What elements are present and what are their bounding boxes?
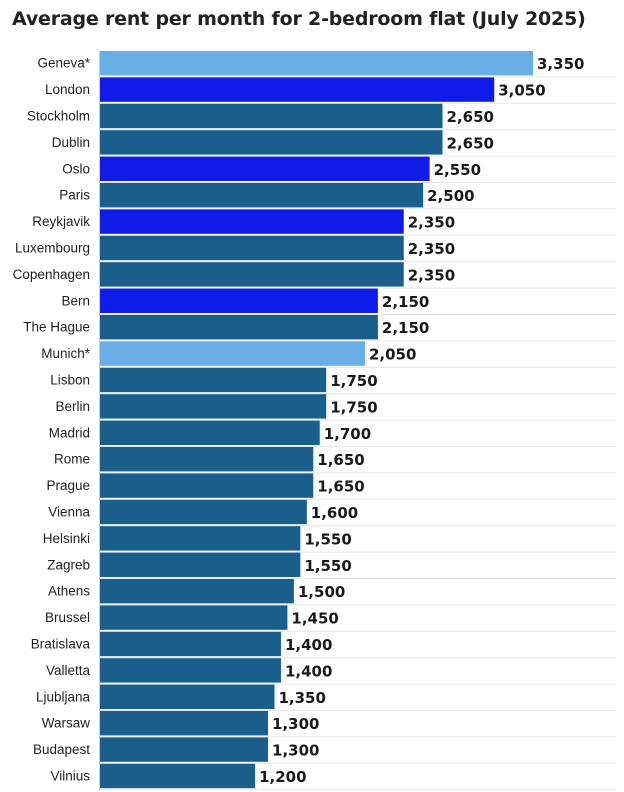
bar-reykjavik <box>100 209 404 234</box>
category-label: Warsaw <box>42 716 91 731</box>
bar-stockholm <box>100 103 443 129</box>
value-label: 2,350 <box>408 240 455 258</box>
value-label: 1,400 <box>285 662 332 680</box>
category-label: Zagreb <box>47 557 90 572</box>
category-label: Bern <box>61 293 90 308</box>
bar-warsaw <box>100 711 269 736</box>
bar-zagreb <box>100 552 301 577</box>
value-label: 1,650 <box>317 451 364 469</box>
bar-valletta <box>100 658 281 683</box>
bar-lisbon <box>100 367 327 393</box>
value-label: 2,150 <box>382 319 429 337</box>
category-label: Madrid <box>49 425 90 440</box>
bar-oslo <box>100 156 430 181</box>
value-label: 1,300 <box>272 715 319 733</box>
bar-athens <box>100 579 294 604</box>
category-label: Ljubljana <box>36 689 91 704</box>
category-label: Geneva* <box>37 56 90 71</box>
category-label: Oslo <box>62 161 90 176</box>
bar-bern <box>100 288 378 313</box>
category-label: Berlin <box>55 399 90 414</box>
category-label: Rome <box>54 452 90 467</box>
value-label: 3,350 <box>537 55 584 73</box>
bar-the-hague <box>100 315 378 340</box>
value-label: 2,650 <box>447 108 494 126</box>
value-label: 2,050 <box>369 346 416 364</box>
category-label: Bratislava <box>31 637 91 652</box>
value-label: 1,700 <box>324 425 371 443</box>
value-label: 2,500 <box>427 187 474 205</box>
value-label: 1,500 <box>298 583 345 601</box>
category-label: Dublin <box>52 135 90 150</box>
bar-budapest <box>100 737 269 762</box>
category-label: Lisbon <box>50 373 90 388</box>
chart-title: Average rent per month for 2-bedroom fla… <box>12 8 586 30</box>
value-label: 1,600 <box>311 504 358 522</box>
value-label: 1,550 <box>304 557 351 575</box>
category-label: Vienna <box>48 505 90 520</box>
category-label: Prague <box>46 478 90 493</box>
value-label: 1,750 <box>330 372 377 390</box>
bar-ljubljana <box>100 684 275 709</box>
bar-paris <box>100 183 424 208</box>
category-label: Munich* <box>41 346 91 361</box>
category-label: Stockholm <box>27 109 90 124</box>
category-label: Athens <box>48 584 90 599</box>
bar-madrid <box>100 420 320 445</box>
bar-prague <box>100 473 314 498</box>
category-label: Luxembourg <box>15 241 90 256</box>
bar-luxembourg <box>100 235 404 261</box>
value-label: 1,350 <box>278 689 325 707</box>
category-label: Helsinki <box>43 531 90 546</box>
value-label: 2,350 <box>408 266 455 284</box>
bar-helsinki <box>100 526 301 551</box>
bar-bratislava <box>100 631 281 657</box>
value-label: 2,550 <box>434 161 481 179</box>
value-label: 1,450 <box>291 610 338 628</box>
category-label: Valletta <box>46 663 91 678</box>
bar-vienna <box>100 499 307 525</box>
bar-vilnius <box>100 763 256 789</box>
bar-berlin <box>100 394 327 419</box>
category-label: The Hague <box>23 320 90 335</box>
category-label: Brussel <box>45 610 90 625</box>
category-label: Copenhagen <box>13 267 90 282</box>
value-label: 1,550 <box>304 530 351 548</box>
category-label: Vilnius <box>50 769 90 784</box>
value-label: 2,350 <box>408 214 455 232</box>
value-label: 3,050 <box>498 82 545 100</box>
category-label: Paris <box>59 188 90 203</box>
bar-london <box>100 77 495 102</box>
value-label: 1,200 <box>259 768 306 786</box>
bar-geneva <box>100 51 533 76</box>
category-label: London <box>45 82 90 97</box>
value-label: 1,400 <box>285 636 332 654</box>
value-label: 1,750 <box>330 398 377 416</box>
bar-copenhagen <box>100 262 404 287</box>
value-label: 2,650 <box>447 134 494 152</box>
bar-dublin <box>100 130 443 155</box>
value-label: 1,650 <box>317 478 364 496</box>
category-label: Reykjavik <box>32 214 90 229</box>
value-label: 2,150 <box>382 293 429 311</box>
bar-munich <box>100 341 365 366</box>
value-label: 1,300 <box>272 742 319 760</box>
bar-brussel <box>100 605 288 630</box>
bar-rome <box>100 447 314 472</box>
category-label: Budapest <box>33 742 90 757</box>
